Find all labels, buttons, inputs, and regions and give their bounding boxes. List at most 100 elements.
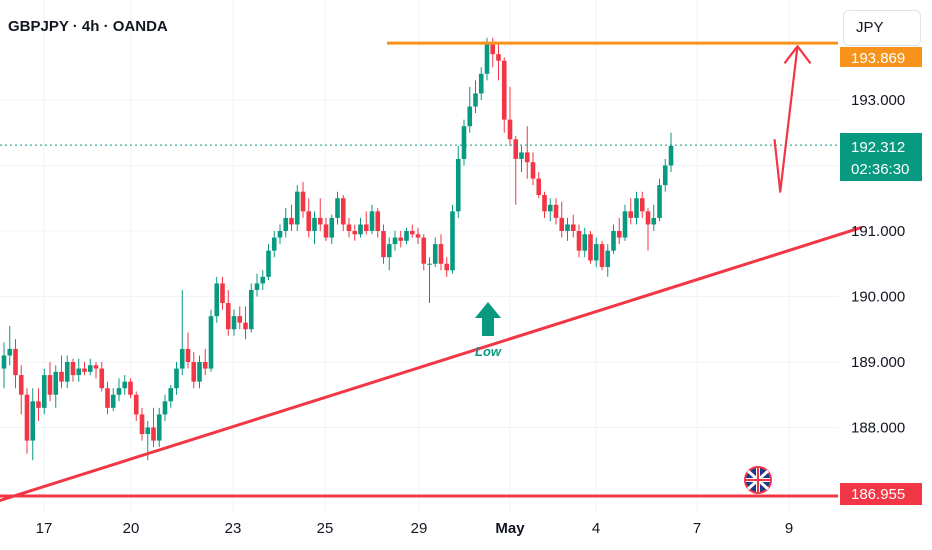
candle (593, 237, 599, 268)
symbol-title[interactable]: GBPJPY · 4h · OANDA (8, 18, 168, 35)
candle-body (634, 198, 639, 218)
y-tick-label: 190.000 (851, 289, 905, 306)
candle (36, 388, 41, 421)
candle (87, 358, 93, 376)
candle-body (421, 237, 427, 264)
candle-body (513, 139, 519, 159)
candle (231, 309, 237, 336)
candle-body (369, 211, 375, 231)
candle-body (41, 375, 47, 408)
candle-body (191, 362, 197, 382)
candle-body (547, 204, 553, 212)
time-axis[interactable]: 17 20 23 25 29 May 4 7 9 (36, 520, 794, 537)
candle-body (64, 362, 70, 382)
candle-body (657, 185, 662, 218)
up-arrow-icon (475, 302, 501, 336)
candle-body (133, 394, 139, 415)
candle-body (18, 375, 24, 395)
candle-body (156, 414, 162, 441)
candle (352, 224, 358, 241)
candle (174, 362, 179, 395)
candle (248, 283, 254, 333)
candle-body (432, 244, 438, 264)
candle (289, 204, 294, 231)
candle (300, 181, 306, 218)
candle (559, 201, 565, 238)
candle (634, 191, 639, 225)
candle-body (346, 224, 352, 231)
candle (110, 388, 116, 412)
candle-body (306, 211, 312, 231)
candle (392, 231, 398, 251)
candle (599, 240, 605, 271)
candle-body (467, 106, 473, 127)
candle-body (225, 303, 231, 330)
candle-body (168, 388, 174, 402)
candle (70, 358, 76, 382)
candle (369, 204, 375, 235)
candle-body (197, 362, 202, 382)
candle (657, 178, 662, 222)
candle-body (237, 316, 243, 323)
candle-body (323, 224, 329, 238)
low-label: Low (475, 344, 502, 359)
candle (323, 217, 329, 241)
candle-body (105, 388, 110, 408)
svg-text:186.955: 186.955 (851, 486, 905, 503)
candle (99, 362, 105, 392)
candle-body (576, 231, 582, 251)
candle-body (478, 73, 484, 94)
candle (243, 306, 248, 340)
svg-text:193.869: 193.869 (851, 50, 905, 67)
candle (375, 208, 381, 238)
candle (185, 332, 191, 369)
candle (283, 208, 289, 238)
forecast-path (773, 46, 799, 193)
candle-body (651, 217, 657, 225)
candle-body (162, 401, 168, 415)
candle (530, 152, 536, 186)
candle-body (450, 211, 455, 271)
candle (570, 214, 576, 238)
candle (64, 355, 70, 389)
x-tick-label: 17 (36, 520, 53, 537)
candle (576, 224, 582, 258)
resistance-price-tag: 193.869 (840, 47, 922, 67)
price-axis[interactable]: 193.000192.000191.000190.000189.000188.0… (851, 92, 905, 437)
candle-body (248, 289, 254, 330)
candle-body (300, 191, 306, 212)
candle (501, 57, 507, 133)
candle (438, 234, 444, 271)
candle-body (254, 283, 260, 290)
candle-body (536, 178, 542, 195)
candle (208, 309, 214, 372)
candle (496, 44, 501, 81)
candle-body (174, 368, 179, 389)
candle-body (375, 211, 381, 231)
candle (386, 237, 392, 271)
candle (93, 362, 99, 379)
candle (363, 211, 369, 235)
candle-body (392, 237, 398, 245)
candle (611, 224, 616, 254)
uk-flag-icon[interactable] (744, 466, 772, 494)
candle (254, 273, 260, 297)
candle-body (507, 119, 513, 140)
candle (329, 214, 335, 245)
candle (277, 224, 283, 245)
candle (668, 132, 674, 173)
x-tick-label: 9 (785, 520, 793, 537)
candle-body (381, 231, 386, 258)
x-tick-label: 29 (411, 520, 428, 537)
currency-selector[interactable]: JPY (843, 10, 921, 46)
candle-body (438, 244, 444, 264)
candle (214, 276, 220, 323)
candle-body (13, 348, 18, 376)
candle-body (82, 368, 87, 372)
candle-body (444, 263, 450, 271)
support-price-tag: 186.955 (840, 483, 922, 505)
candle (162, 394, 168, 421)
candle-body (329, 217, 335, 238)
current-price: 192.312 (851, 139, 905, 156)
